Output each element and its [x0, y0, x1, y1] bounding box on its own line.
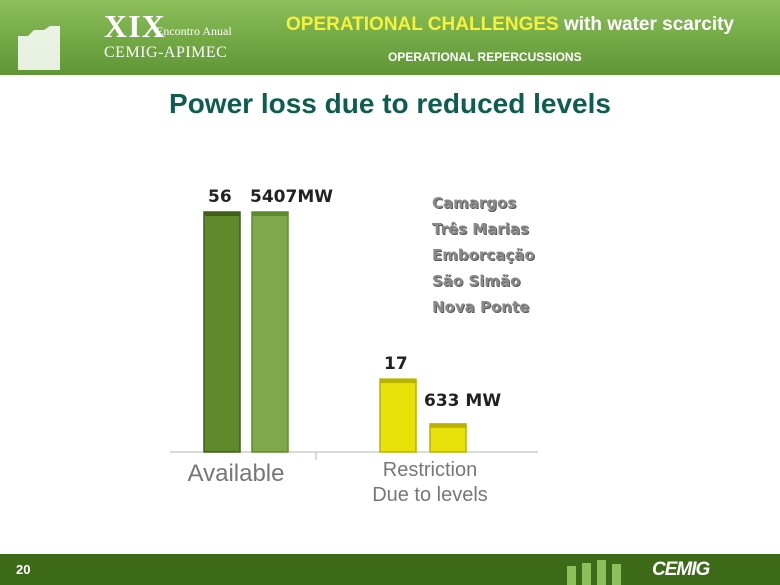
power-loss-chart: 56 17 5407MW 633 MW Camargos Três Marias Em… [160, 160, 580, 520]
plant-item: São Simão [432, 272, 521, 290]
plant-item: Nova Ponte [432, 298, 530, 316]
header-title-accent: OPERATIONAL CHALLENGES [286, 14, 559, 35]
bar-top [204, 212, 240, 216]
data-label: 56 [208, 187, 232, 207]
page-number: 20 [16, 562, 31, 577]
data-label: 17 [384, 354, 408, 374]
plant-item: Três Marias [432, 220, 529, 238]
category-label-available: Available [174, 460, 298, 488]
slide-title: Power loss due to reduced levels [169, 88, 611, 119]
plant-item: Camargos [432, 194, 517, 212]
bar-top [252, 212, 288, 216]
building-logo-icon [18, 26, 60, 70]
header-subtitle: OPERATIONAL REPERCUSSIONS [388, 50, 582, 64]
bar-top [430, 423, 466, 428]
header-banner: XIX Encontro Anual CEMIG-APIMEC OPERATIO… [0, 0, 780, 75]
bar-top [380, 379, 416, 384]
bar [429, 423, 467, 453]
bar [203, 211, 241, 453]
event-label: Encontro Anual [156, 24, 232, 38]
data-label: 5407MW [250, 187, 333, 207]
org-label: CEMIG-APIMEC [104, 44, 228, 61]
chart-canvas: 56 17 5407MW 633 MW [170, 187, 538, 460]
category-label-restriction: Restriction Due to levels [350, 458, 510, 508]
category-label-line: Available [187, 460, 285, 487]
building-logo-icon [567, 560, 621, 585]
plant-list: Camargos Três Marias Emborcação São Simã… [432, 190, 535, 320]
header-title-rest: with water scarcity [558, 14, 734, 35]
footer-bar: 20 CEMIG [0, 554, 780, 585]
edition-label: XIX [104, 8, 166, 44]
category-label-line: Restriction [382, 459, 478, 481]
data-label: 633 MW [424, 391, 501, 411]
brand-logo: CEMIG [652, 559, 710, 580]
category-label-line: Due to levels [372, 484, 488, 506]
header-title: OPERATIONAL CHALLENGES with water scarci… [286, 14, 734, 36]
plant-item: Emborcação [432, 246, 535, 264]
bar [251, 211, 289, 453]
bar [379, 378, 417, 453]
